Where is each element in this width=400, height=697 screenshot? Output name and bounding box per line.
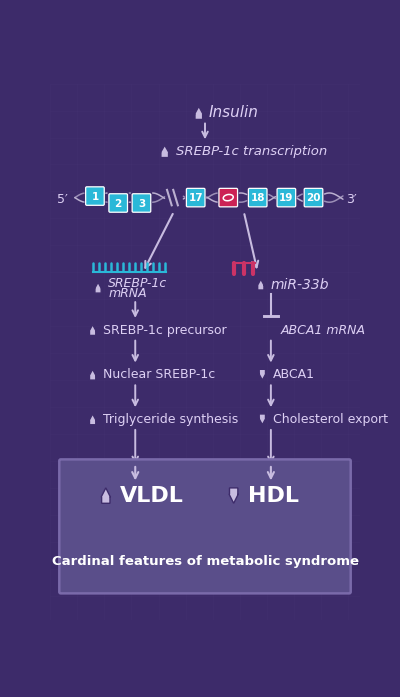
FancyBboxPatch shape [59, 459, 351, 593]
Text: ABCA1: ABCA1 [273, 368, 315, 381]
Polygon shape [257, 279, 264, 290]
Polygon shape [160, 145, 169, 158]
FancyBboxPatch shape [109, 194, 128, 212]
FancyBboxPatch shape [304, 188, 323, 207]
Text: 5′: 5′ [57, 193, 68, 206]
Polygon shape [89, 325, 96, 335]
Text: 2: 2 [114, 199, 122, 209]
Text: Cholesterol export: Cholesterol export [273, 413, 388, 426]
Text: SREBP-1c transcription: SREBP-1c transcription [176, 145, 328, 158]
Text: mRNA: mRNA [108, 286, 147, 300]
FancyBboxPatch shape [186, 188, 205, 207]
FancyBboxPatch shape [132, 194, 151, 212]
Polygon shape [89, 369, 96, 380]
Text: 3: 3 [138, 199, 145, 209]
Text: miR-33b: miR-33b [270, 277, 329, 291]
Text: 17: 17 [188, 193, 203, 204]
Text: Insulin: Insulin [209, 105, 259, 121]
Text: VLDL: VLDL [120, 486, 184, 505]
Text: 3′: 3′ [346, 193, 357, 206]
Text: HDL: HDL [248, 486, 299, 505]
Polygon shape [259, 369, 266, 380]
Text: 1: 1 [91, 192, 98, 202]
Text: SREBP-1c: SREBP-1c [108, 277, 167, 289]
FancyBboxPatch shape [86, 187, 104, 206]
Text: 18: 18 [250, 193, 265, 204]
Text: SREBP-1c precursor: SREBP-1c precursor [103, 323, 226, 337]
FancyBboxPatch shape [248, 188, 267, 207]
Polygon shape [101, 488, 110, 503]
Polygon shape [194, 107, 203, 119]
FancyBboxPatch shape [277, 188, 296, 207]
Text: Nuclear SREBP-1c: Nuclear SREBP-1c [103, 368, 215, 381]
Polygon shape [94, 282, 102, 293]
Polygon shape [89, 414, 96, 424]
Text: Triglyceride synthesis: Triglyceride synthesis [103, 413, 238, 426]
Text: ABCA1 mRNA: ABCA1 mRNA [280, 323, 365, 337]
Text: Cardinal features of metabolic syndrome: Cardinal features of metabolic syndrome [52, 555, 358, 567]
Polygon shape [259, 414, 266, 424]
Text: 20: 20 [306, 193, 321, 204]
FancyBboxPatch shape [219, 188, 238, 207]
Text: 19: 19 [279, 193, 294, 204]
Polygon shape [229, 488, 238, 503]
